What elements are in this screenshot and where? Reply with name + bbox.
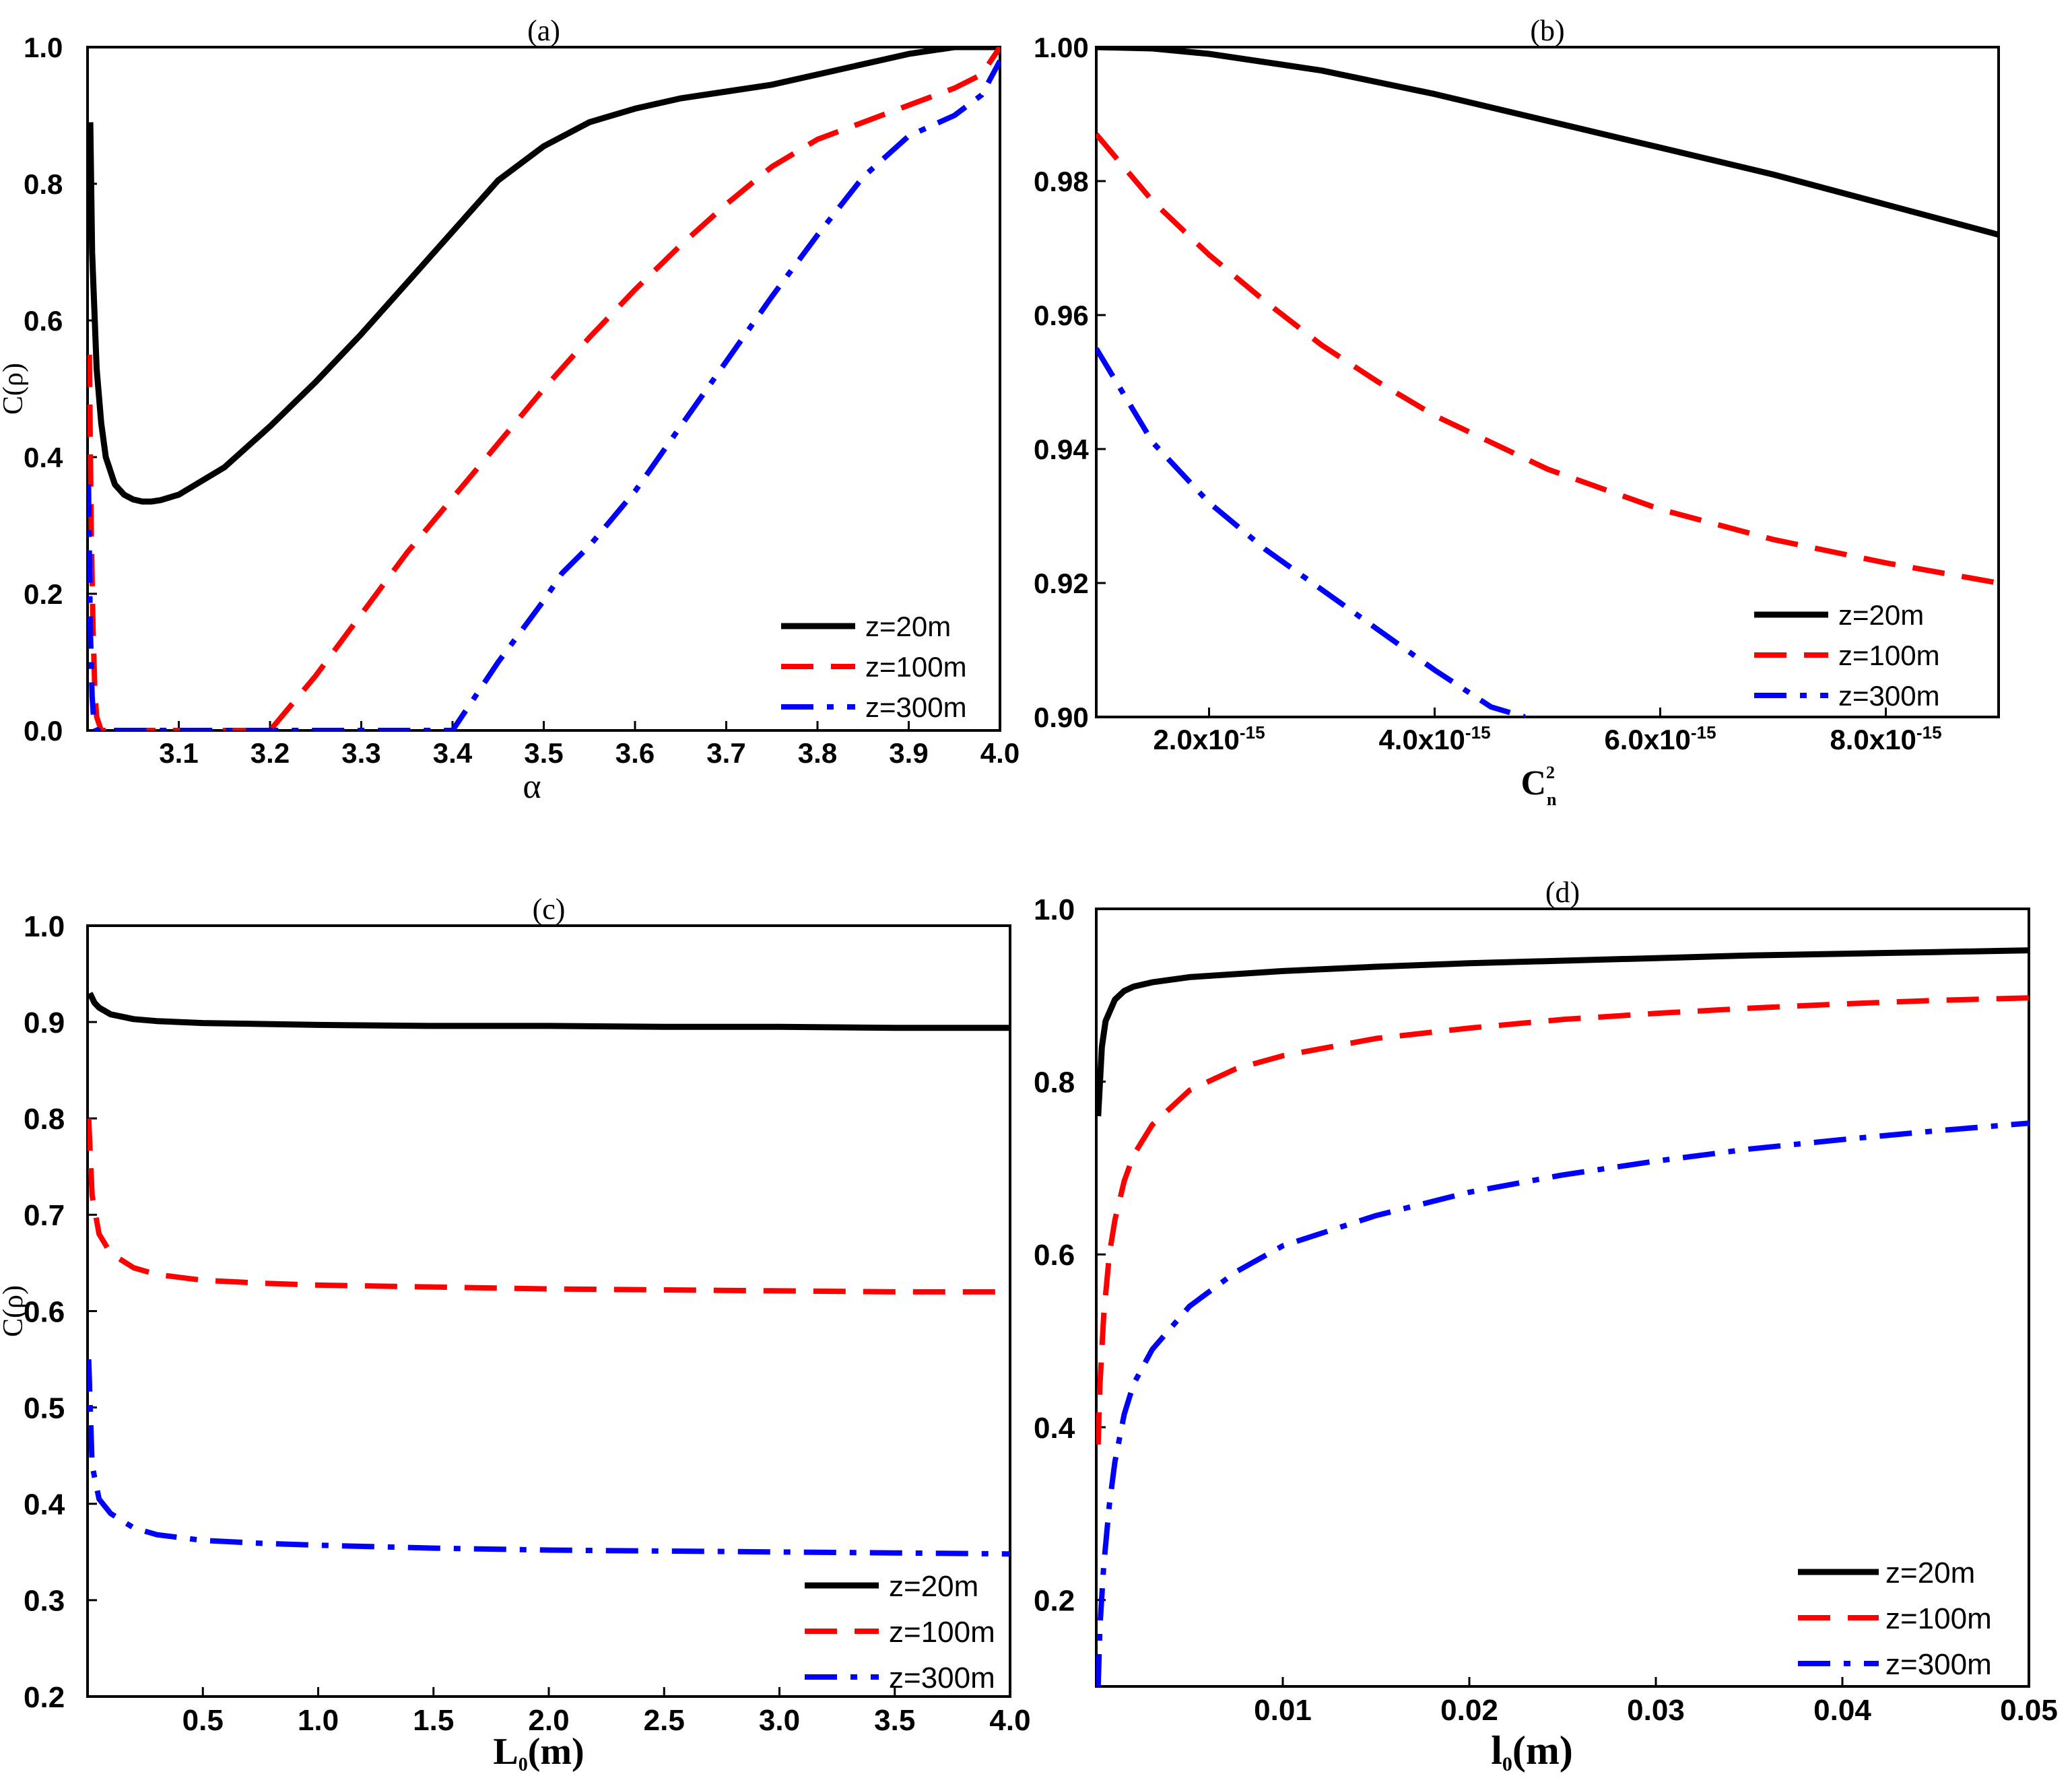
y-tick-label: 0.6 (24, 1295, 65, 1328)
panel-d: (d) 0.2 0.4 0.6 0.8 1.0 0.01 0.02 0.03 0.04 0.05 l0… (1034, 876, 2058, 1775)
x-tick-label: 3.5 (524, 737, 563, 769)
x-tick-label: 2.0x10-15 (1153, 722, 1265, 755)
y-tick-label: 0.9 (24, 1006, 65, 1039)
y-axis-label: C(ρ) (0, 363, 29, 415)
plot-frame (1095, 908, 2030, 1688)
legend-label: z=300m (1885, 1648, 1992, 1681)
x-tick-label: 3.0 (759, 1704, 800, 1737)
series-line-z=100m (88, 1118, 1010, 1295)
panel-b: (b) 0.90 0.92 0.94 0.96 0.98 1.00 2.0x10-15 4.0x… (1034, 14, 2000, 809)
x-tick-label: 3.3 (341, 737, 380, 769)
x-tick-label: 1.5 (413, 1704, 454, 1737)
legend-label: z=300m (865, 691, 967, 723)
x-tick-label: 8.0x10-15 (1830, 722, 1941, 755)
x-tick-label: 3.2 (250, 737, 290, 769)
y-tick-label: 0.2 (1034, 1585, 1075, 1618)
x-tick-label: 3.6 (615, 737, 655, 769)
x-tick-label: 3.9 (889, 737, 928, 769)
y-tick-label: 1.0 (24, 910, 65, 943)
x-tick-label: 4.0 (989, 1704, 1030, 1737)
legend-label: z=100m (1838, 640, 1940, 671)
x-axis-label: C2 n (1520, 763, 1557, 809)
legend-label: z=100m (1885, 1602, 1992, 1635)
series-line-z=300m (1096, 347, 1526, 717)
legend-label: z=100m (865, 651, 967, 683)
y-tick-label: 0.2 (24, 1681, 65, 1714)
x-tick-label: 4.0 (980, 737, 1020, 769)
y-tick-label: 0.3 (24, 1585, 65, 1618)
x-tick-label: 2.5 (644, 1704, 685, 1737)
series-line-z=20m (88, 992, 1010, 1031)
y-tick-label: 0.5 (24, 1392, 65, 1425)
y-tick-label: 0.98 (1034, 166, 1089, 197)
series-line-z=100m (88, 47, 1000, 730)
y-tick-label: 0.96 (1034, 300, 1089, 331)
x-tick-label: 0.01 (1254, 1694, 1312, 1727)
x-tick-label: 0.03 (1627, 1694, 1685, 1727)
x-tick-label: 0.04 (1813, 1694, 1871, 1727)
series-line-z=20m (88, 47, 1000, 505)
y-tick-label: 0.8 (24, 1103, 65, 1136)
y-tick-label: 0.94 (1034, 434, 1089, 465)
series-line-z=300m (88, 1359, 1010, 1557)
x-tick-label: 3.7 (706, 737, 745, 769)
y-tick-label: 0.6 (1034, 1239, 1075, 1272)
y-tick-label: 0.6 (24, 305, 63, 337)
y-tick-label: 0.92 (1034, 568, 1089, 599)
x-tick-label: 0.05 (2000, 1694, 2058, 1727)
y-tick-label: 1.00 (1034, 32, 1089, 63)
x-tick-label: 3.8 (798, 737, 837, 769)
x-tick-label: 4.0x10-15 (1378, 722, 1490, 755)
y-tick-label: 1.0 (1034, 893, 1075, 926)
x-tick-label: 0.02 (1440, 1694, 1498, 1727)
x-axis-label: α (523, 767, 541, 806)
panel-a: (a) 0.0 0.2 0.4 0.6 0.8 1.0 3.1 3.2 3.3 3.4 3.5 3.6 3… (0, 14, 1020, 806)
legend-label: z=20m (1885, 1556, 1975, 1589)
plot-frame (86, 924, 1011, 1698)
y-tick-label: 0.7 (24, 1199, 65, 1232)
y-tick-label: 0.8 (1034, 1066, 1075, 1099)
panel-title: (b) (1530, 14, 1564, 47)
x-tick-label: 3.1 (159, 737, 198, 769)
legend-label: z=300m (1838, 680, 1940, 712)
panel-c: (c) 0.2 0.3 0.4 0.5 0.6 0.7 0.8 0.9 1.0 0.5 1.0 1.5 2… (0, 893, 1031, 1775)
series-line-z=300m (1096, 1120, 2029, 1686)
panel-title: (a) (527, 14, 560, 47)
x-tick-label: 2.0 (528, 1704, 569, 1737)
x-tick-label: 6.0x10-15 (1604, 722, 1716, 755)
series-line-z=100m (1096, 132, 1999, 586)
x-tick-label: 3.5 (874, 1704, 915, 1737)
y-tick-label: 0.2 (24, 578, 63, 610)
legend-label: z=20m (1838, 599, 1924, 631)
x-axis-label: l0(m) (1491, 1728, 1573, 1775)
legend-label: z=100m (889, 1616, 995, 1649)
y-tick-label: 0.4 (1034, 1412, 1075, 1445)
y-tick-label: 1.0 (24, 32, 63, 63)
panel-title: (d) (1545, 876, 1580, 909)
series-line-z=300m (88, 59, 1000, 730)
series-line-z=20m (1096, 947, 2029, 1117)
series-line-z=100m (1096, 995, 2029, 1445)
panel-title: (c) (533, 893, 566, 926)
x-tick-label: 3.4 (433, 737, 473, 769)
y-tick-label: 0.90 (1034, 701, 1089, 733)
plot-frame (1095, 46, 2000, 718)
y-tick-label: 0.4 (24, 1488, 65, 1521)
y-tick-label: 0.4 (24, 442, 63, 473)
x-tick-label: 0.5 (182, 1704, 224, 1737)
legend-label: z=300m (889, 1662, 995, 1695)
legend-label: z=20m (889, 1570, 978, 1603)
y-axis-label: C(ρ) (0, 1285, 29, 1337)
y-tick-label: 0.8 (24, 168, 63, 200)
y-tick-label: 0.0 (24, 715, 63, 747)
series-line-z=20m (1096, 47, 1999, 238)
x-tick-label: 1.0 (298, 1704, 339, 1737)
legend-label: z=20m (865, 611, 951, 642)
x-axis-label: L0(m) (493, 1731, 584, 1775)
